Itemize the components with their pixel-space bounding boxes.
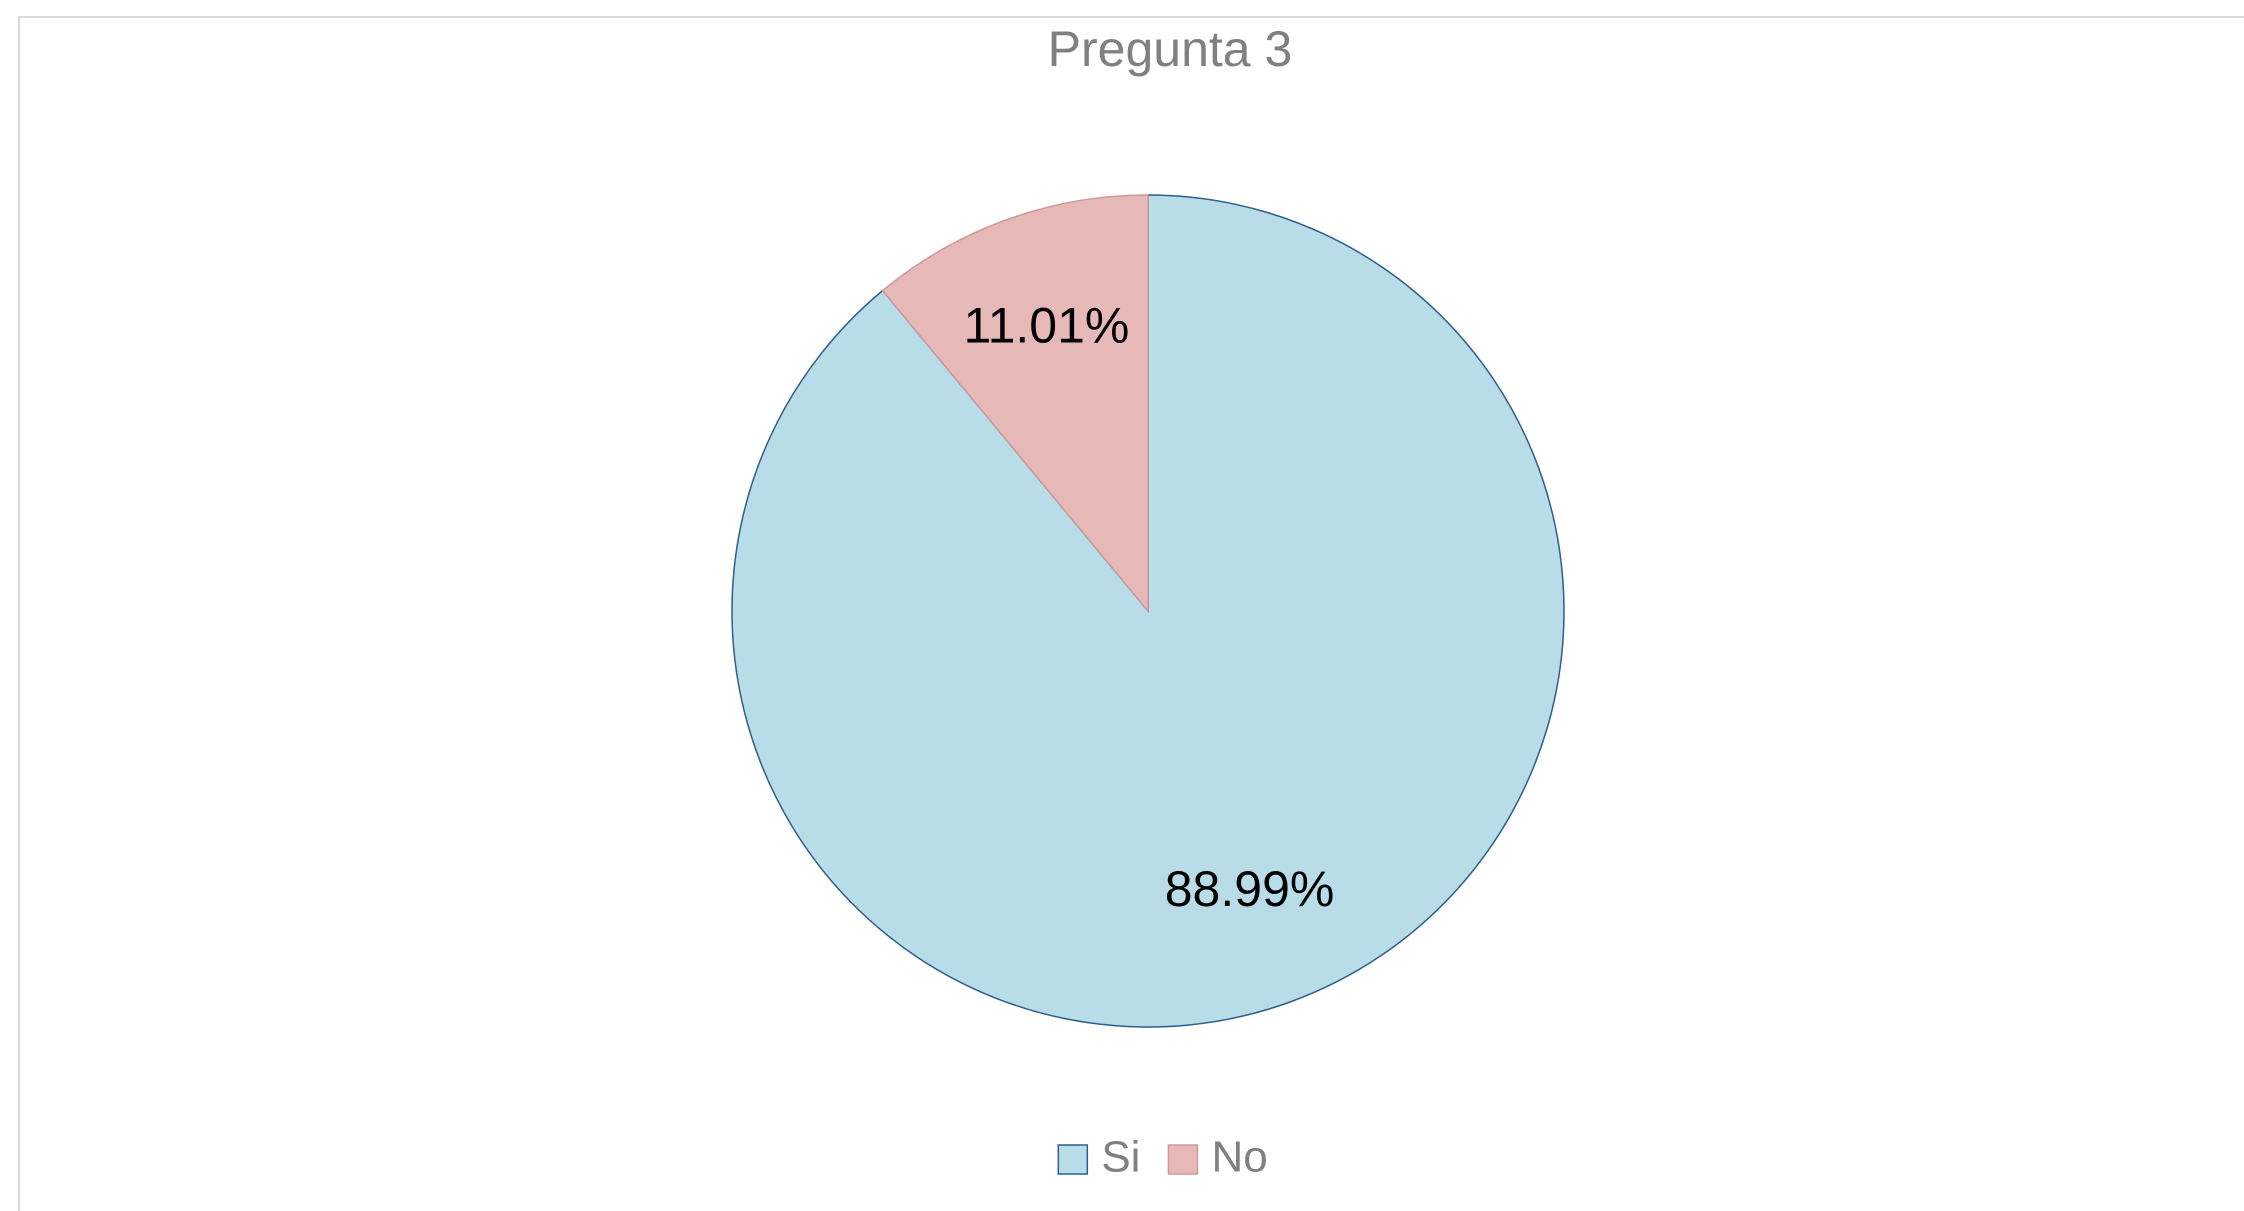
pie-slice	[881, 194, 1149, 614]
chart-title: Pregunta 3	[1048, 21, 1293, 77]
legend-swatch	[1057, 1144, 1089, 1175]
data-label: 88.99%	[1165, 861, 1335, 917]
data-label: 11.01%	[964, 297, 1130, 353]
legend-label: Si	[1101, 1133, 1140, 1182]
legend-swatch	[1167, 1144, 1199, 1175]
legend-label: No	[1211, 1133, 1267, 1182]
